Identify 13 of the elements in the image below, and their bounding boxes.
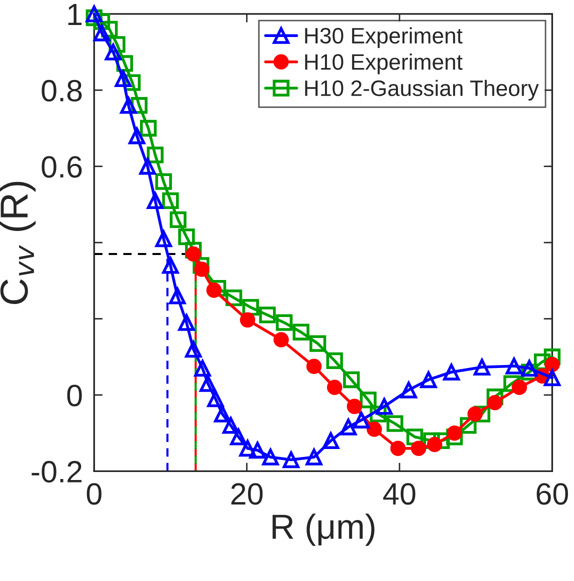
y-tick-label: 0.8 bbox=[42, 80, 82, 102]
y-tick-label: 0.6 bbox=[42, 156, 82, 178]
y-tick-label: 1 bbox=[68, 4, 82, 26]
x-axis-title: R (μm) bbox=[272, 514, 374, 546]
x-tick-label: 20 bbox=[231, 483, 263, 505]
legend-label: H10 Experiment bbox=[305, 54, 463, 74]
legend-label: H30 Experiment bbox=[305, 27, 463, 48]
y-tick-label: -0.2 bbox=[32, 460, 82, 483]
x-tick-label: 40 bbox=[383, 483, 416, 505]
x-tick-label: 60 bbox=[536, 483, 568, 505]
y-tick-label: 0 bbox=[67, 384, 82, 406]
legend-label: H10 2-Gaussian Theory bbox=[305, 80, 539, 101]
x-tick-label: 0 bbox=[86, 483, 102, 505]
